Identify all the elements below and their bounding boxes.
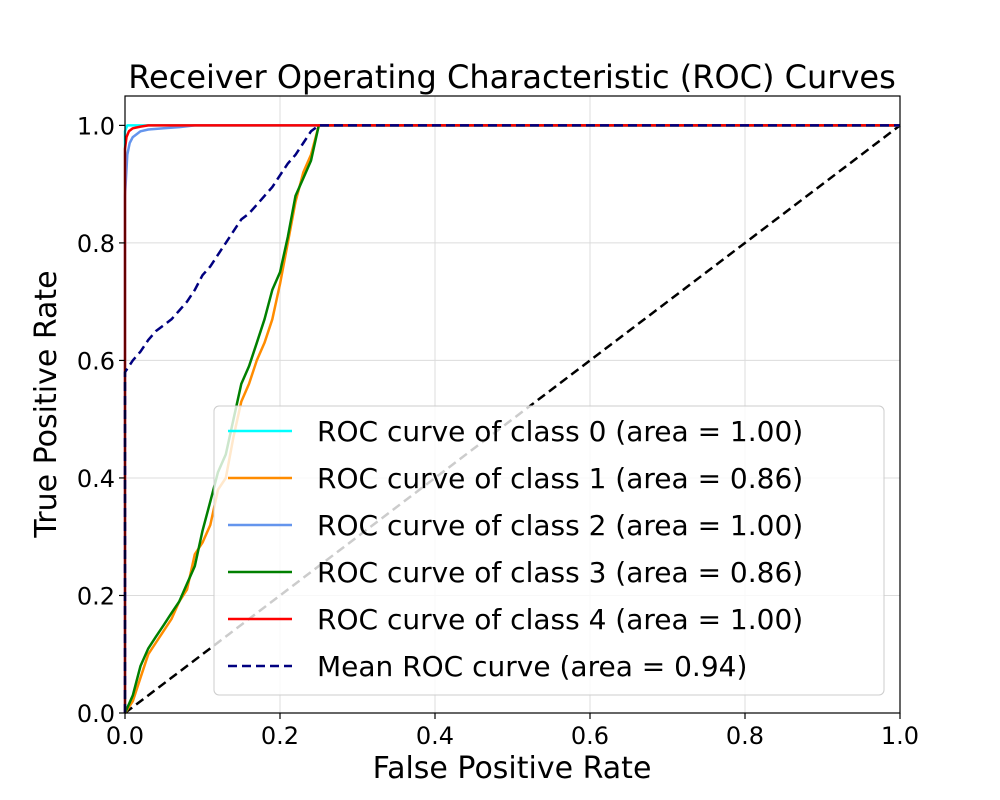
chart-title: Receiver Operating Characteristic (ROC) …: [128, 58, 896, 96]
legend-label-1: ROC curve of class 1 (area = 0.86): [317, 462, 803, 495]
tick-layer: 0.0 0.2 0.4 0.6 0.8 1.0 0.0 0.2 0.4 0.6 0.8 1.0: [77, 112, 919, 750]
y-tick-label-3: 0.6: [77, 347, 115, 375]
x-tick-label-2: 0.4: [416, 722, 454, 750]
x-tick-label-3: 0.6: [571, 722, 609, 750]
y-tick-label-5: 1.0: [77, 112, 115, 140]
y-tick-label-2: 0.4: [77, 465, 115, 493]
legend-label-2: ROC curve of class 2 (area = 1.00): [317, 509, 803, 542]
series-line-5: [123, 124, 900, 713]
y-tick-label-4: 0.8: [77, 230, 115, 258]
x-tick-label-5: 1.0: [881, 722, 919, 750]
legend-label-3: ROC curve of class 3 (area = 0.86): [317, 556, 803, 589]
x-tick-label-1: 0.2: [261, 722, 299, 750]
x-tick-label-4: 0.8: [726, 722, 764, 750]
x-axis-label: False Positive Rate: [373, 751, 652, 786]
y-tick-label-0: 0.0: [77, 700, 115, 728]
x-tick-label-0: 0.0: [106, 722, 144, 750]
legend-box: [213, 405, 885, 696]
series-line-2: [123, 124, 900, 713]
y-tick-label-1: 0.2: [77, 582, 115, 610]
legend: ROC curve of class 0 (area = 1.00) ROC cu…: [213, 405, 885, 696]
plot-frame: [124, 95, 901, 714]
legend-label-0: ROC curve of class 0 (area = 1.00): [317, 415, 803, 448]
legend-label-4: ROC curve of class 4 (area = 1.00): [317, 603, 803, 636]
legend-label-5: Mean ROC curve (area = 0.94): [317, 650, 747, 683]
y-axis-label: True Positive Rate: [29, 270, 64, 538]
